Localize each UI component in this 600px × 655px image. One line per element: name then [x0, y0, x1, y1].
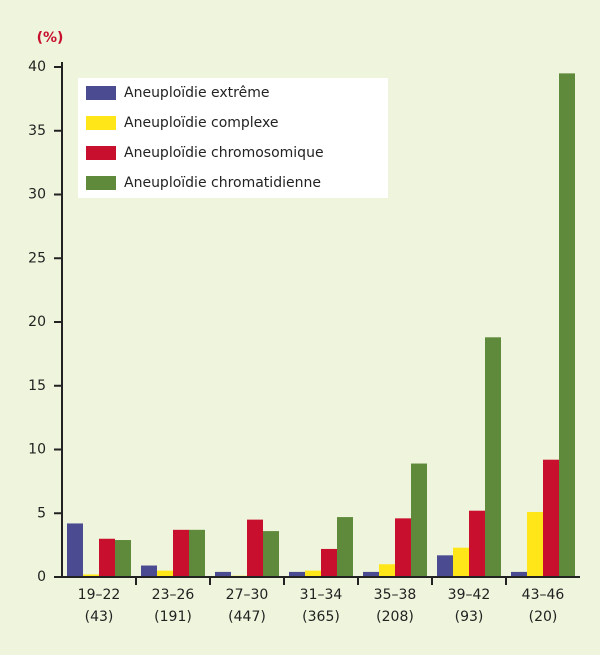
bar — [511, 571, 527, 577]
bar — [215, 571, 231, 577]
x-tick-label: 23–26 — [152, 587, 195, 603]
legend-label: Aneuploïdie complexe — [124, 115, 279, 131]
bar — [289, 571, 305, 577]
x-tick-sublabel: (365) — [302, 609, 340, 625]
bar — [527, 511, 543, 577]
bar — [363, 571, 379, 577]
y-tick-label: 15 — [28, 378, 46, 394]
legend-box — [78, 78, 388, 198]
legend-label: Aneuploïdie chromosomique — [124, 145, 324, 161]
bar — [115, 540, 131, 577]
bar — [395, 518, 411, 577]
y-tick-label: 30 — [28, 187, 46, 203]
bar — [263, 531, 279, 577]
y-tick-label: 40 — [28, 59, 46, 75]
x-tick-sublabel: (208) — [376, 609, 414, 625]
x-tick-sublabel: (191) — [154, 609, 192, 625]
x-tick-sublabel: (93) — [455, 609, 484, 625]
bar — [379, 564, 395, 577]
y-tick-label: 20 — [28, 314, 46, 330]
bar — [559, 73, 575, 577]
bar — [67, 523, 83, 577]
x-tick-label: 27–30 — [226, 587, 269, 603]
bar — [321, 548, 337, 577]
bar — [157, 570, 173, 577]
legend-label: Aneuploïdie extrême — [124, 85, 269, 101]
x-tick-sublabel: (447) — [228, 609, 266, 625]
x-tick-label: 35–38 — [374, 587, 417, 603]
bar — [83, 574, 99, 577]
bar — [141, 565, 157, 577]
y-axis-label: (%) — [37, 30, 64, 46]
x-tick-label: 43–46 — [522, 587, 565, 603]
bar — [469, 510, 485, 577]
bar — [247, 519, 263, 577]
x-tick-label: 19–22 — [78, 587, 121, 603]
y-tick-label: 10 — [28, 442, 46, 458]
legend-swatch — [86, 146, 116, 160]
y-tick-label: 0 — [37, 569, 46, 585]
x-tick-sublabel: (20) — [529, 609, 558, 625]
bar — [337, 517, 353, 577]
bar — [173, 529, 189, 577]
x-tick-label: 31–34 — [300, 587, 343, 603]
y-tick-label: 35 — [28, 123, 46, 139]
x-tick-label: 39–42 — [448, 587, 491, 603]
bar — [411, 463, 427, 577]
x-tick-sublabel: (43) — [85, 609, 114, 625]
bar — [453, 547, 469, 577]
y-tick-label: 5 — [37, 505, 46, 521]
bar — [99, 538, 115, 577]
bar — [305, 570, 321, 577]
legend-swatch — [86, 86, 116, 100]
legend-label: Aneuploïdie chromatidienne — [124, 175, 321, 191]
legend-swatch — [86, 116, 116, 130]
bar — [485, 337, 501, 577]
bar — [189, 529, 205, 577]
legend-swatch — [86, 176, 116, 190]
bar — [543, 459, 559, 577]
y-tick-label: 25 — [28, 250, 46, 266]
bar — [437, 555, 453, 577]
